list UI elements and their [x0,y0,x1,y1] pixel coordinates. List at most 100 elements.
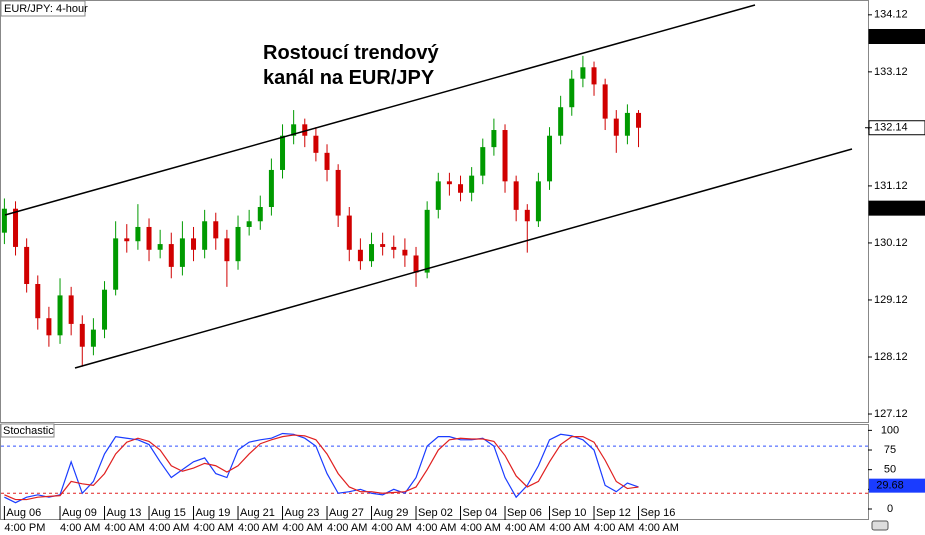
candle-body [513,181,519,210]
candle-body [268,169,274,208]
indicator-title-box [0,423,55,438]
candle-body [102,289,108,330]
candle-body [246,221,252,227]
candle-body [291,124,297,136]
candle-body [313,135,319,153]
candle-body [636,112,642,128]
y-tick-label: 75 [884,444,896,456]
lower-trendline [74,148,853,369]
candle-body [369,244,375,262]
candle-body [224,238,230,262]
y-tick-label: 133.12 [874,66,908,78]
x-time-label: 4:00 AM [416,522,456,534]
value-marker-label: 29.68 [876,480,904,492]
candle-body [135,226,141,242]
candle-body [580,67,586,79]
candle-body [202,221,208,250]
y-tick-label: 0 [887,503,893,515]
candle-body [602,84,608,119]
candle-body [524,209,530,222]
candle-body [257,207,263,222]
candle-body [24,246,30,284]
x-time-label: 4:00 AM [461,522,501,534]
x-tick-label: Aug 19 [196,507,231,519]
x-tick-label: Sep 06 [507,507,542,519]
candle-body [68,295,74,324]
title-box [0,0,86,17]
candle-body [302,124,308,136]
candle-body [213,221,219,239]
price-chart: 127.12128.12129.12130.12131.12132.12133.… [1,9,925,534]
candle-body [502,130,508,182]
price-marker-box [868,200,925,216]
candle-body [624,112,630,136]
candle-body [458,184,464,193]
candle-body [402,249,408,256]
y-tick-label: 131.12 [874,180,908,192]
y-tick-label: 50 [884,464,896,476]
candle-body [435,181,441,210]
x-tick-label: Aug 27 [329,507,364,519]
candle-body [357,249,363,262]
candle-body [380,244,386,247]
candle-body [535,181,541,222]
candle-body [13,208,19,247]
x-tick-label: Aug 13 [107,507,142,519]
scroll-icon[interactable] [871,520,889,531]
x-time-label: 4:00 AM [639,522,679,534]
candle-body [157,244,163,250]
price-marker-label: 133.74 [874,30,908,42]
candle-body [90,329,96,347]
candle-body [424,209,430,273]
x-tick-label: Aug 23 [285,507,320,519]
x-tick-label: Sep 16 [641,507,676,519]
candle-body [124,238,130,242]
x-tick-label: Sep 10 [552,507,587,519]
candle-body [547,135,553,182]
candle-body [280,135,286,170]
x-tick-label: Aug 06 [6,507,41,519]
price-marker-label: 132.14 [874,122,908,134]
x-tick-label: Aug 21 [240,507,275,519]
candle-body [591,67,597,85]
indicator-title: Stochastic [3,425,54,437]
candle-body [113,238,119,290]
value-marker-box [869,478,925,493]
x-tick-label: Aug 15 [151,507,186,519]
candle-body [480,147,486,176]
annotation: Rostoucí trendový [263,42,439,64]
x-time-label: 4:00 AM [594,522,634,534]
upper-trendline [4,4,756,216]
x-time-label: 4:00 AM [194,522,234,534]
candle-body [446,181,452,185]
candle-body [558,107,564,136]
stochastic-line [4,432,639,504]
y-tick-label: 128.12 [874,351,908,363]
candle-body [335,169,341,216]
x-time-label: 4:00 AM [60,522,100,534]
y-tick-label: 130.12 [874,237,908,249]
price-marker-box [868,28,925,44]
candle-body [413,255,419,273]
candle-body [613,118,619,136]
x-tick-label: Sep 04 [463,507,498,519]
x-tick-label: Aug 09 [62,507,97,519]
y-tick-label: 134.12 [874,9,908,21]
x-time-label: 4:00 PM [4,522,45,534]
chart-title: EUR/JPY: 4-hour [4,3,88,15]
candle-body [1,208,7,233]
candle-body [179,238,185,267]
candle-body [191,238,197,250]
x-tick-label: Aug 29 [374,507,409,519]
candle-body [235,226,241,262]
x-time-label: 4:00 AM [283,522,323,534]
candle-body [35,283,41,319]
x-time-label: 4:00 AM [149,522,189,534]
candle-body [324,152,330,170]
y-tick-label: 100 [881,424,899,436]
stochastic-line [4,434,639,501]
x-time-label: 4:00 AM [105,522,145,534]
stochastic-panel [0,424,869,520]
